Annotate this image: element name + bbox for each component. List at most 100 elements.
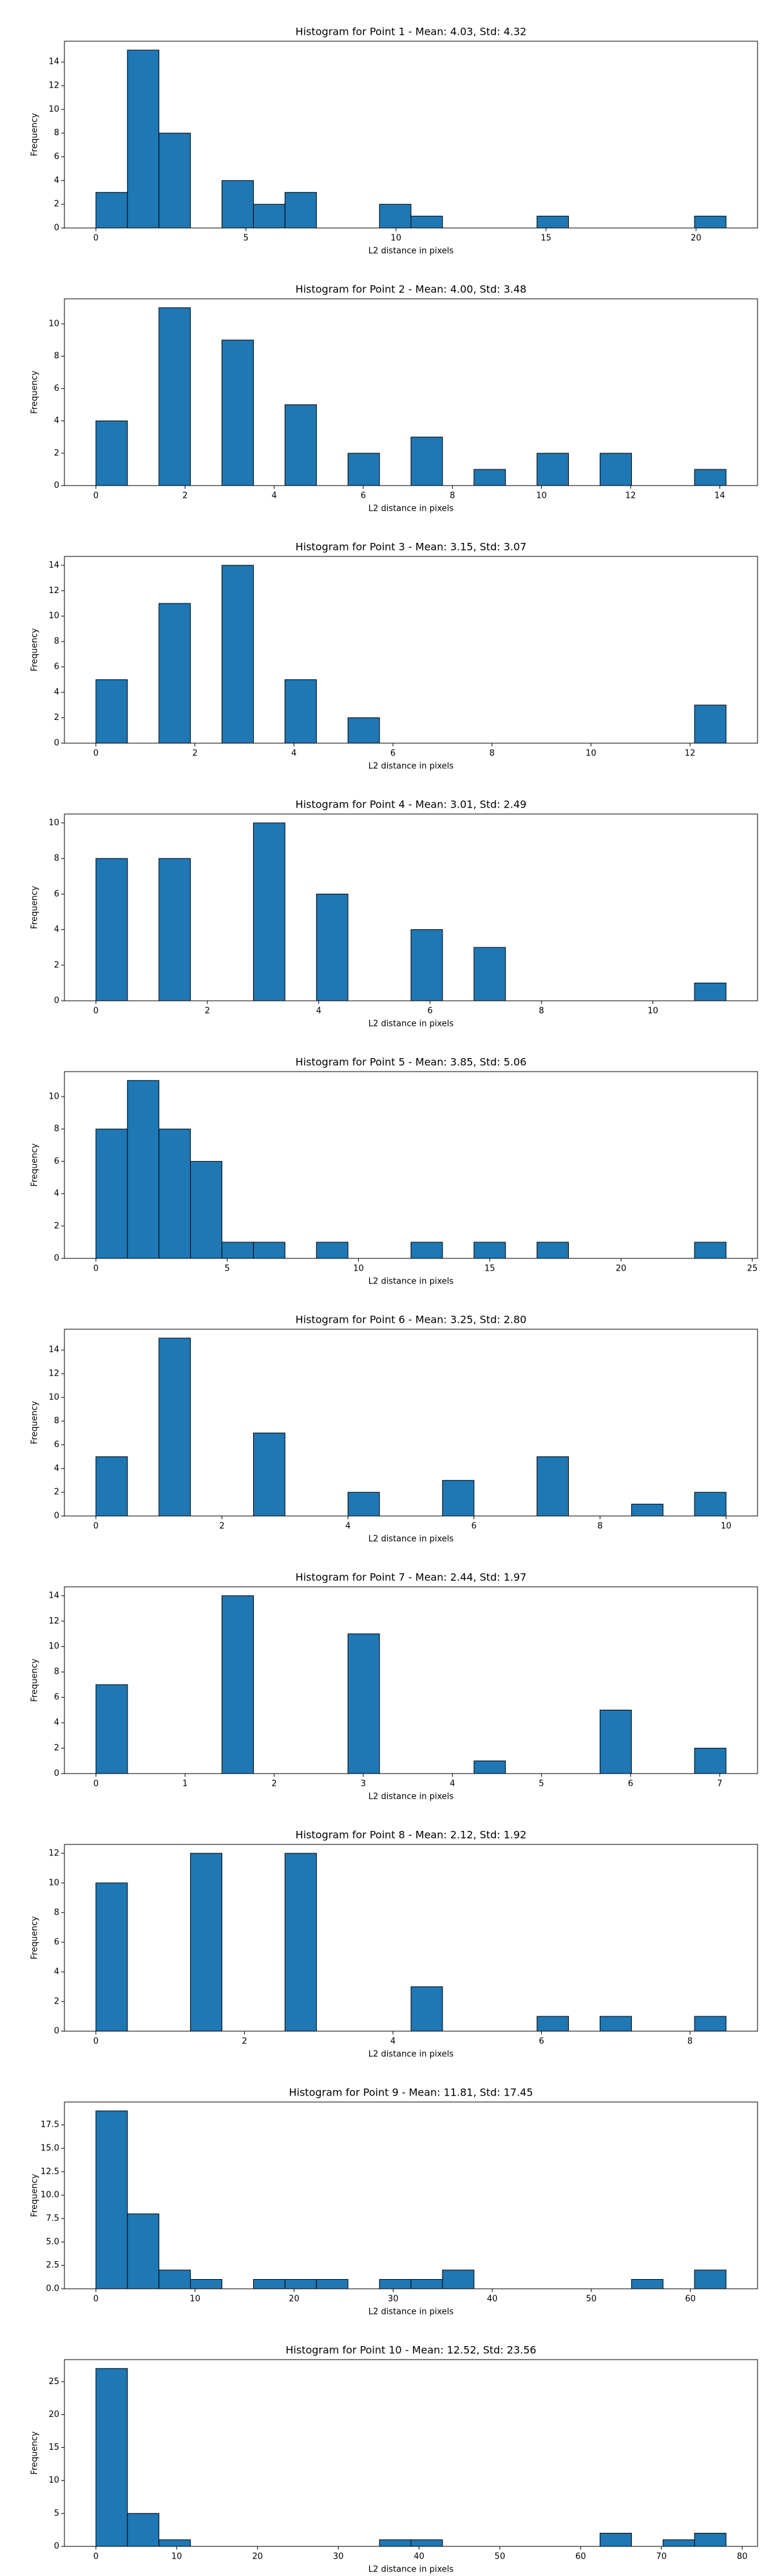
- bar: [127, 50, 160, 229]
- bar: [599, 2533, 632, 2547]
- x-tick-label: 6: [539, 2037, 544, 2047]
- y-axis-label: Frequency: [30, 2431, 40, 2474]
- y-tick-label: 8: [54, 128, 59, 138]
- y-tick-label: 2: [54, 713, 59, 723]
- x-tick-label: 4: [390, 2037, 396, 2047]
- bar: [410, 1242, 443, 1259]
- bar: [694, 469, 727, 486]
- x-tick-label: 4: [316, 1007, 321, 1016]
- bar: [537, 2016, 569, 2032]
- x-axis-label: L2 distance in pixels: [368, 2307, 454, 2317]
- y-tick-label: 5.0: [46, 2237, 59, 2247]
- y-tick-label: 10: [48, 104, 59, 114]
- x-tick-label: 25: [747, 1264, 758, 1274]
- y-tick-label: 5: [54, 2508, 59, 2518]
- bar: [190, 1160, 223, 1259]
- bar: [537, 453, 569, 486]
- x-tick-label: 0: [93, 2037, 99, 2047]
- y-tick-label: 14: [48, 1345, 59, 1355]
- x-tick-label: 8: [597, 1522, 602, 1531]
- y-tick-label: 6: [54, 152, 59, 162]
- bar: [694, 982, 727, 1001]
- x-tick-label: 8: [450, 491, 455, 501]
- x-tick-label: 1: [182, 1779, 187, 1789]
- bar: [158, 1338, 191, 1517]
- y-axis-label: Frequency: [30, 1401, 40, 1444]
- x-tick-label: 0: [93, 1522, 99, 1531]
- x-tick-label: 0: [93, 1007, 99, 1016]
- bar: [473, 947, 506, 1001]
- x-tick-label: 2: [219, 1522, 224, 1531]
- y-tick-label: 10: [48, 1642, 59, 1651]
- y-tick-label: 10: [48, 818, 59, 828]
- bar: [537, 216, 569, 229]
- x-axis-label: L2 distance in pixels: [368, 1535, 454, 1544]
- y-tick-label: 0: [54, 2027, 59, 2036]
- bar: [127, 1080, 160, 1259]
- y-tick-label: 4: [54, 1189, 59, 1198]
- x-tick-label: 7: [717, 1779, 722, 1789]
- x-tick-label: 50: [495, 2552, 506, 2562]
- chart-title: Histogram for Point 5 - Mean: 3.85, Std:…: [296, 1056, 527, 1068]
- x-tick-label: 10: [647, 1007, 658, 1016]
- x-tick-label: 10: [586, 749, 596, 759]
- bar: [316, 893, 348, 1001]
- plot-frame: [64, 2359, 758, 2547]
- x-tick-label: 4: [450, 1779, 455, 1789]
- x-tick-label: 40: [414, 2552, 425, 2562]
- bar: [599, 453, 632, 486]
- x-tick-label: 20: [289, 2295, 300, 2304]
- y-tick-label: 10: [48, 1092, 59, 1101]
- bar: [190, 2278, 223, 2289]
- bar: [410, 2278, 443, 2289]
- x-tick-label: 5: [225, 1264, 230, 1274]
- y-tick-label: 4: [54, 925, 59, 934]
- x-tick-label: 4: [271, 491, 276, 501]
- y-tick-label: 12: [48, 1369, 59, 1379]
- y-tick-label: 4: [54, 176, 59, 185]
- chart-title: Histogram for Point 10 - Mean: 12.52, St…: [285, 2344, 536, 2356]
- bar: [253, 204, 285, 229]
- y-tick-label: 4: [54, 416, 59, 426]
- x-tick-label: 12: [685, 749, 696, 759]
- x-tick-label: 10: [390, 234, 401, 243]
- plot-frame: [64, 1586, 758, 1774]
- x-tick-label: 15: [540, 234, 551, 243]
- bar: [599, 2016, 632, 2032]
- plot-frame: [64, 1329, 758, 1517]
- y-tick-label: 12: [48, 1848, 59, 1858]
- x-tick-label: 2: [242, 2037, 247, 2047]
- y-tick-label: 6: [54, 1157, 59, 1166]
- bar: [347, 1492, 380, 1517]
- bar: [379, 204, 412, 229]
- x-axis-label: L2 distance in pixels: [368, 2565, 454, 2575]
- chart-title: Histogram for Point 1 - Mean: 4.03, Std:…: [296, 26, 527, 38]
- y-tick-label: 6: [54, 384, 59, 393]
- y-tick-label: 10: [48, 611, 59, 621]
- x-tick-label: 8: [490, 749, 495, 759]
- chart-title: Histogram for Point 4 - Mean: 3.01, Std:…: [296, 799, 527, 811]
- x-tick-label: 0: [93, 2295, 99, 2304]
- bar: [158, 2269, 191, 2289]
- y-tick-label: 8: [54, 1667, 59, 1677]
- bar: [284, 192, 317, 229]
- y-tick-label: 0: [54, 996, 59, 1006]
- x-tick-label: 4: [291, 749, 296, 759]
- plot-frame: [64, 2101, 758, 2289]
- bar: [442, 1480, 475, 1517]
- x-tick-label: 8: [687, 2037, 692, 2047]
- bar: [694, 2533, 727, 2547]
- bar: [95, 1128, 128, 1259]
- chart-title: Histogram for Point 7 - Mean: 2.44, Std:…: [296, 1571, 527, 1584]
- y-tick-label: 14: [48, 1591, 59, 1600]
- x-tick-label: 70: [656, 2552, 667, 2562]
- x-axis-label: L2 distance in pixels: [368, 1019, 454, 1029]
- y-tick-label: 2.5: [46, 2260, 59, 2270]
- y-tick-label: 6: [54, 1440, 59, 1450]
- bar: [158, 2539, 191, 2547]
- bar: [253, 2278, 285, 2289]
- y-tick-label: 12: [48, 81, 59, 91]
- y-axis-label: Frequency: [30, 1916, 40, 1959]
- y-axis-label: Frequency: [30, 370, 40, 413]
- x-tick-label: 20: [616, 1264, 627, 1274]
